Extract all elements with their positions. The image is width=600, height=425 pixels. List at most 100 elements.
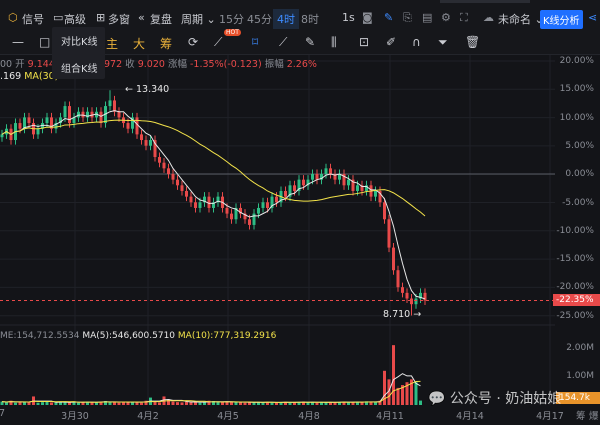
volume-bar	[320, 402, 323, 405]
magnet-icon[interactable]: ∩	[412, 35, 421, 49]
volume-bar	[198, 402, 202, 405]
filter-icon[interactable]: ⏷	[438, 35, 448, 49]
advanced-icon: ▭	[53, 11, 64, 24]
ruler-icon[interactable]: ⟋	[279, 35, 288, 49]
volume-bar	[135, 402, 139, 405]
candle-body	[108, 100, 112, 107]
volume-bar	[410, 379, 413, 405]
big-order-button[interactable]: 大	[133, 37, 146, 51]
watermark: 💬 公众号 · 奶油姑娘	[428, 388, 561, 408]
signal-button[interactable]: 信号	[22, 13, 44, 26]
volume-bar	[207, 400, 211, 405]
candle-body	[86, 111, 89, 118]
multi-window-button[interactable]: 多窗	[108, 13, 130, 26]
speed-button[interactable]: 1s	[342, 11, 355, 24]
kline-analysis-button[interactable]: K线分析	[540, 10, 583, 29]
candle-body	[230, 213, 233, 220]
horizontal-line-icon[interactable]: —	[12, 35, 24, 49]
wechat-icon: 💬	[428, 391, 446, 407]
signal-icon: ⬡	[8, 11, 18, 24]
volume-bar	[365, 401, 368, 405]
multi-window-icon: ⊞	[96, 11, 106, 24]
lock-icon[interactable]: ⊡	[359, 35, 370, 49]
candle-body	[324, 168, 328, 174]
bookmark-icon[interactable]: ⌑	[252, 35, 259, 49]
volume-bar	[153, 401, 157, 405]
menu-item-combined-kline[interactable]: 组合K线	[61, 64, 98, 75]
fullscreen-icon[interactable]: ⛶	[460, 11, 468, 24]
candle-body	[297, 179, 301, 191]
main-indicator-button[interactable]: 主	[106, 37, 119, 51]
price-axis-label: 10.00%	[559, 112, 594, 123]
chips-button[interactable]: 筹	[160, 37, 173, 51]
settings-icon[interactable]: ⚙	[441, 11, 451, 24]
template-icon[interactable]: ▤	[422, 11, 433, 24]
candle-body	[338, 174, 341, 180]
volume-bar	[270, 402, 274, 405]
interval-8h[interactable]: 8时	[301, 13, 319, 26]
time-axis-label: 4月5	[217, 411, 239, 422]
replay-button[interactable]: 复盘	[150, 13, 172, 26]
volume-bar	[342, 401, 346, 405]
pattern-icon[interactable]: ⫼	[331, 35, 337, 49]
candle-body	[383, 202, 386, 220]
volume-bar	[239, 402, 242, 405]
chips-tab[interactable]: 筹	[576, 411, 586, 422]
volume-bar	[243, 402, 247, 405]
ma30-line	[1, 119, 426, 217]
rectangle-icon[interactable]: □	[39, 35, 51, 49]
open-value: 9.144	[27, 59, 55, 70]
burst-tab[interactable]: 爆	[589, 411, 599, 422]
interval-45m[interactable]: 45分	[247, 13, 272, 26]
candle-body	[252, 213, 256, 225]
candle-body	[176, 179, 179, 186]
candle-body	[131, 117, 134, 129]
volume-bar	[167, 399, 170, 405]
volume-bar	[360, 402, 364, 405]
candle-body	[257, 207, 260, 214]
candle-body	[216, 196, 220, 203]
note-icon[interactable]: ✐	[386, 35, 397, 49]
candle-body	[234, 207, 238, 220]
candle-body	[270, 196, 274, 208]
price-axis-label: 15.00%	[559, 84, 594, 95]
magic-line-icon[interactable]: ⟋	[214, 35, 223, 49]
volume-ma5-line	[1, 373, 421, 403]
volume-value: ME:154,712.5534	[0, 331, 80, 341]
candle-body	[414, 298, 418, 305]
volume-bar	[405, 382, 409, 405]
info-prefix: 00	[0, 59, 13, 70]
interval-15m[interactable]: 15分	[219, 13, 244, 26]
candle-body	[315, 174, 319, 180]
volume-bar	[369, 401, 373, 405]
pen-icon[interactable]: ✎	[384, 11, 394, 24]
advanced-button[interactable]: 高级	[64, 13, 86, 26]
volume-bar	[18, 402, 22, 405]
candle-body	[167, 168, 170, 174]
camera-icon[interactable]: ◙	[362, 11, 373, 24]
menu-item-compare-kline[interactable]: 对比K线	[61, 37, 98, 48]
candle-body	[0, 134, 4, 138]
volume-bar	[140, 402, 143, 405]
layout-name-dropdown[interactable]: 未命名 ⌄	[498, 11, 544, 27]
export-icon[interactable]: ⎘	[403, 11, 412, 24]
period-dropdown[interactable]: 周期 ⌄	[181, 11, 216, 27]
share-icon[interactable]: ⋖	[588, 11, 598, 24]
candle-body	[104, 106, 107, 124]
compare-icon[interactable]: ⟳	[188, 35, 199, 49]
volume-bar	[72, 401, 76, 405]
volume-bar	[95, 402, 98, 405]
candle-body	[374, 190, 377, 197]
trash-icon[interactable]: 🗑	[465, 35, 481, 49]
volume-bar	[374, 402, 377, 405]
interval-4h[interactable]: 4时	[273, 9, 299, 29]
candle-body	[95, 111, 98, 118]
candle-body	[90, 111, 94, 118]
volume-bar	[392, 345, 395, 405]
candle-body	[18, 123, 22, 129]
candle-body	[396, 270, 400, 288]
candle-body	[410, 298, 413, 305]
watermark-text: 公众号 · 奶油姑娘	[449, 391, 562, 407]
brush-icon[interactable]: ✎	[305, 35, 316, 49]
